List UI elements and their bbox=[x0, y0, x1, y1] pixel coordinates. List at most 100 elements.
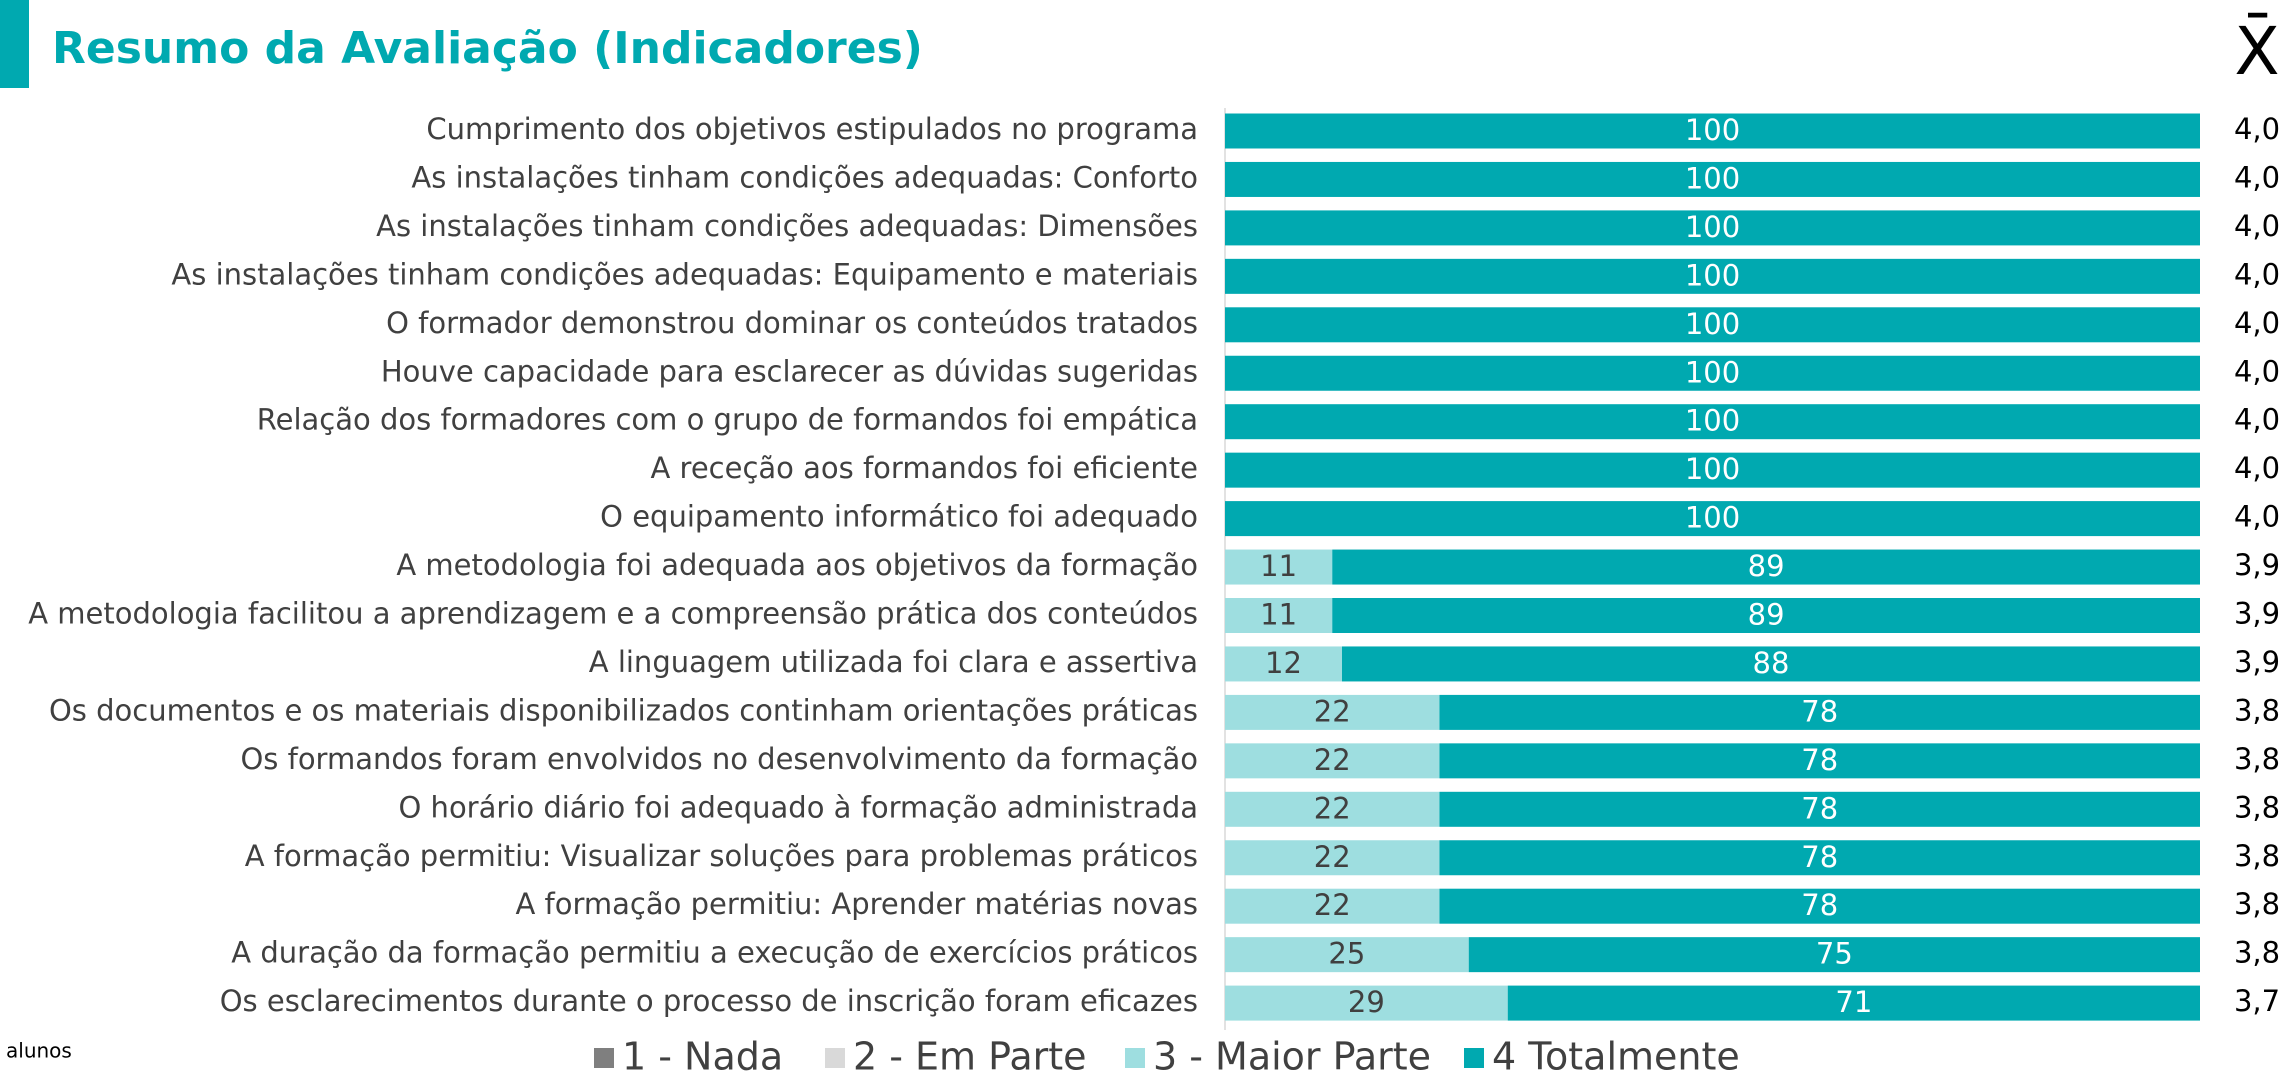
data-label: 89 bbox=[1748, 598, 1785, 632]
bar-segment bbox=[1332, 598, 2200, 633]
bar-segment bbox=[1225, 161, 2200, 197]
data-label: 11 bbox=[1260, 549, 1297, 583]
data-label: 78 bbox=[1801, 840, 1838, 874]
mean-label: 3,9 bbox=[2234, 645, 2280, 679]
category-label: Os formandos foram envolvidos no desenvo… bbox=[240, 742, 1198, 776]
data-label: 100 bbox=[1685, 355, 1740, 389]
bar-segment bbox=[1225, 210, 2200, 246]
mean-label: 4,0 bbox=[2234, 112, 2280, 146]
title-accent bbox=[0, 0, 29, 88]
mean-label: 3,8 bbox=[2234, 887, 2280, 921]
category-label: Houve capacidade para esclarecer as dúvi… bbox=[381, 354, 1198, 388]
data-label: 22 bbox=[1314, 888, 1351, 922]
bar-segment bbox=[1225, 985, 1508, 1021]
data-label: 100 bbox=[1685, 307, 1740, 341]
chart-title: Resumo da Avaliação (Indicadores) bbox=[52, 23, 923, 74]
category-label: O formador demonstrou dominar os conteúd… bbox=[386, 306, 1198, 340]
bar-segment bbox=[1225, 452, 2200, 488]
legend-swatch bbox=[825, 1048, 845, 1068]
category-label: As instalações tinham condições adequada… bbox=[411, 160, 1198, 194]
bar-segment bbox=[1507, 985, 2200, 1021]
data-label: 100 bbox=[1685, 258, 1740, 292]
mean-label: 3,8 bbox=[2234, 790, 2280, 824]
bar-segment bbox=[1225, 743, 1440, 779]
category-label: As instalações tinham condições adequada… bbox=[376, 209, 1198, 243]
bar-segment bbox=[1342, 646, 2200, 682]
mean-label: 3,8 bbox=[2234, 693, 2280, 727]
category-label: Os esclarecimentos durante o processo de… bbox=[220, 984, 1198, 1018]
data-label: 88 bbox=[1753, 646, 1790, 680]
mean-label: 3,9 bbox=[2234, 548, 2280, 582]
category-label: O horário diário foi adequado à formação… bbox=[399, 790, 1198, 824]
category-label: A formação permitiu: Aprender matérias n… bbox=[515, 887, 1198, 921]
mean-label: 4,0 bbox=[2234, 160, 2280, 194]
category-label: Os documentos e os materiais disponibili… bbox=[49, 693, 1198, 727]
mean-label: 4,0 bbox=[2234, 451, 2280, 485]
data-label: 22 bbox=[1314, 743, 1351, 777]
bar-segment bbox=[1225, 501, 2200, 537]
category-label: Cumprimento dos objetivos estipulados no… bbox=[426, 112, 1198, 146]
bar-segment bbox=[1225, 355, 2200, 391]
data-label: 11 bbox=[1260, 598, 1297, 632]
data-label: 89 bbox=[1748, 549, 1785, 583]
bar-segment bbox=[1332, 549, 2200, 585]
category-label: A metodologia facilitou a aprendizagem e… bbox=[28, 597, 1198, 631]
mean-label: 4,0 bbox=[2234, 209, 2280, 243]
legend-swatch bbox=[1464, 1048, 1484, 1068]
data-label: 78 bbox=[1801, 888, 1838, 922]
bar-segment bbox=[1439, 888, 2200, 924]
legend-label: 4 Totalmente bbox=[1492, 1035, 1740, 1074]
data-label: 22 bbox=[1314, 840, 1351, 874]
mean-label: 4,0 bbox=[2234, 257, 2280, 291]
category-label: O equipamento informático foi adequado bbox=[600, 500, 1198, 534]
data-label: 75 bbox=[1816, 937, 1853, 971]
data-label: 100 bbox=[1685, 404, 1740, 438]
bar-segment bbox=[1225, 694, 1440, 730]
data-label: 22 bbox=[1314, 791, 1351, 825]
data-label: 29 bbox=[1348, 985, 1385, 1019]
mean-label: 4,0 bbox=[2234, 403, 2280, 437]
bar-segment bbox=[1225, 549, 1333, 585]
bar-segment bbox=[1439, 743, 2200, 779]
bar-segment bbox=[1439, 694, 2200, 730]
data-label: 22 bbox=[1314, 694, 1351, 728]
data-label: 12 bbox=[1265, 646, 1302, 680]
category-label: As instalações tinham condições adequada… bbox=[171, 257, 1198, 291]
legend-swatch bbox=[1125, 1048, 1145, 1068]
mean-label: 4,0 bbox=[2234, 306, 2280, 340]
mean-label: 3,8 bbox=[2234, 839, 2280, 873]
bar-segment bbox=[1225, 598, 1333, 633]
mean-label: 4,0 bbox=[2234, 354, 2280, 388]
bar-segment bbox=[1225, 937, 1469, 973]
bar-segment bbox=[1225, 307, 2200, 343]
bar-segment bbox=[1439, 791, 2200, 827]
bar-segment bbox=[1225, 646, 1342, 682]
data-label: 100 bbox=[1685, 113, 1740, 147]
footnote: alunos bbox=[6, 1039, 72, 1063]
bar-segment bbox=[1225, 840, 1440, 876]
bar-segment bbox=[1225, 888, 1440, 924]
mean-header: X̄ bbox=[2234, 13, 2279, 90]
mean-label: 3,8 bbox=[2234, 742, 2280, 776]
category-label: A receção aos formandos foi eficiente bbox=[650, 451, 1198, 485]
mean-label: 3,9 bbox=[2234, 597, 2280, 631]
category-label: A duração da formação permitiu a execuçã… bbox=[231, 936, 1198, 970]
bar-segment bbox=[1225, 113, 2200, 149]
category-label: A linguagem utilizada foi clara e assert… bbox=[589, 645, 1198, 679]
data-label: 25 bbox=[1328, 937, 1365, 971]
data-label: 100 bbox=[1685, 452, 1740, 486]
mean-label: 4,0 bbox=[2234, 500, 2280, 534]
data-label: 78 bbox=[1801, 743, 1838, 777]
bar-segment bbox=[1225, 791, 1440, 827]
legend-label: 2 - Em Parte bbox=[853, 1035, 1087, 1074]
category-label: A formação permitiu: Visualizar soluções… bbox=[245, 839, 1198, 873]
bar-segment bbox=[1439, 840, 2200, 876]
bar-segment bbox=[1468, 937, 2200, 973]
data-label: 100 bbox=[1685, 501, 1740, 535]
category-label: Relação dos formadores com o grupo de fo… bbox=[257, 403, 1198, 437]
data-label: 78 bbox=[1801, 791, 1838, 825]
data-label: 71 bbox=[1835, 985, 1872, 1019]
mean-label: 3,7 bbox=[2234, 984, 2280, 1018]
mean-label: 3,8 bbox=[2234, 936, 2280, 970]
